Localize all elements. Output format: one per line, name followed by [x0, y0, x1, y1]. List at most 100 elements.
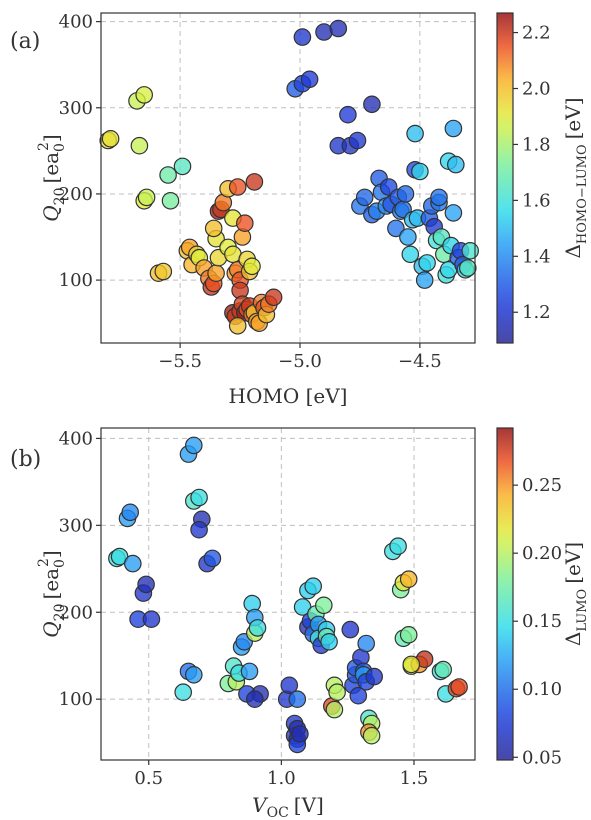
panel-b-data-point [304, 577, 322, 595]
panel-b-data-point [185, 436, 203, 455]
panel-a-data-point [444, 204, 463, 222]
panel-a-colorbar-tick-label: 2.0 [522, 79, 551, 100]
panel-a-data-point [243, 257, 261, 276]
panel-b-cb-title-sub: LUMO [575, 589, 590, 632]
panel-b-ylabel-unit-sub: 0 [52, 559, 68, 568]
panel-b-data-point [288, 690, 307, 708]
panel-a-colorbar-ticks: 1.2 1.4 1.6 1.8 2.0 2.2 [513, 23, 551, 323]
panel-b-ylabel: Q20 [ea02] [36, 550, 68, 637]
panel-b-xtick-label: 1.5 [400, 768, 429, 789]
panel-b-data-point [280, 676, 299, 695]
panel-b-points [108, 436, 468, 754]
panel-a-cb-title-sub: HOMO−LUMO [575, 144, 590, 244]
panel-b-ylabel-unit: [ea [39, 568, 63, 600]
panel-a-data-point [348, 131, 367, 150]
panel-b-data-point [328, 683, 346, 701]
panel-a-xtick-label: −4.5 [398, 351, 442, 372]
panel-a-data-point [161, 192, 180, 210]
panel-b-data-point [320, 632, 338, 651]
panel-a-data-point [406, 124, 424, 143]
panel-a-data-point [154, 262, 173, 281]
panel-a-ylabel-sub: 20 [52, 187, 68, 205]
panel-a-data-point [329, 19, 348, 38]
panel-b-data-point [190, 488, 208, 507]
panel-b-ytick-label: 200 [59, 602, 93, 623]
panel-a-ylabel-close: ] [39, 134, 63, 142]
panel-a-data-point [101, 130, 120, 148]
panel-b-colorbar-tick-label: 0.25 [522, 475, 562, 496]
panel-a-data-point [399, 228, 417, 246]
panel-b-ylabel-sub: 20 [52, 603, 68, 621]
panel-b-colorbar-tick-label: 0.05 [522, 747, 562, 768]
panel-b-cb-title-unit: [eV] [561, 542, 585, 584]
panel-b-data-point [185, 665, 203, 684]
panel-b-data-point [357, 634, 375, 653]
panel-a-xtick-label: −5.5 [158, 351, 202, 372]
panel-a-ylabel-unit-sub: 0 [52, 143, 68, 152]
panel-a-data-point [207, 264, 225, 282]
panel-a-data-point [444, 119, 463, 138]
panel-a-colorbar [496, 12, 514, 344]
panel-a-ylabel-unit-sup: 2 [36, 142, 52, 151]
panel-a-data-point [135, 86, 153, 104]
panel-a-data-point [293, 28, 312, 46]
panel-a-data-point [458, 259, 477, 277]
panel-b-colorbar [496, 427, 514, 761]
panel-b-data-point [402, 655, 421, 674]
panel-a-data-point [387, 219, 405, 238]
panel-a-data-point [401, 245, 420, 264]
panel-a-colorbar-tick-label: 2.2 [522, 23, 551, 44]
panel-b-xlabel-sub: OC [267, 805, 289, 820]
panel-a-data-point [355, 188, 374, 207]
panel-a-data-point [228, 316, 247, 335]
panel-b-ytick-label: 100 [59, 689, 93, 710]
panel-b-ylabel-main: Q [39, 621, 63, 637]
panel-a-colorbar-tick-label: 1.8 [522, 134, 551, 155]
panel-a-label: (a) [10, 29, 40, 54]
panel-b-data-point [137, 575, 155, 594]
panel-b-data-point [248, 619, 267, 637]
panel-b-ytick-label: 300 [59, 515, 93, 536]
panel-a-ylabel-main: Q [39, 205, 63, 221]
panel-b-colorbar-tick-label: 0.15 [522, 611, 562, 632]
panel-a-ylabel-unit: [ea [39, 152, 63, 184]
panel-b-data-point [240, 662, 259, 681]
panel-b-data-point [174, 683, 192, 701]
panel-b-data-point [121, 503, 139, 522]
panel-a-data-point [315, 23, 333, 41]
panel-a-data-point [363, 95, 381, 114]
panel-a-data-point [339, 105, 357, 124]
panel-b-xlabel-unit: [V] [294, 793, 324, 817]
panel-a-colorbar-title: ΔHOMO−LUMO [eV] [561, 97, 590, 258]
panel-a-data-point [228, 178, 247, 196]
panel-b-data-point [365, 667, 383, 686]
panel-b-cb-title-main: Δ [561, 632, 585, 646]
panel-b-data-point [399, 625, 418, 644]
panel-a-colorbar-tick-label: 1.4 [522, 246, 551, 267]
panel-b-colorbar-ticks: 0.05 0.10 0.15 0.20 0.25 [513, 475, 562, 768]
panel-a-frame [100, 12, 476, 344]
panel-a-data-point [300, 70, 319, 89]
panel-a-data-point [245, 173, 264, 191]
panel-a-xtick-label: −5.0 [278, 351, 322, 372]
panel-b-data-point [434, 660, 452, 679]
panel-a-ylabel: Q20 [ea02] [36, 134, 68, 221]
panel-a-colorbar-tick-label: 1.6 [522, 190, 551, 211]
panel-a-cb-title-main: Δ [561, 244, 585, 258]
panel-a-data-point [415, 271, 434, 289]
panel-b-grid [101, 428, 475, 760]
panel-b-data-point [349, 686, 368, 705]
panel-a-data-point [130, 136, 149, 155]
panel-b-data-point [142, 610, 161, 628]
panel-b-ticks: 0.5 1.0 1.5 100 200 300 400 [59, 428, 429, 789]
panel-b-data-point [291, 725, 309, 743]
panel-b-xlabel: VOC [V] [252, 793, 324, 820]
panel-b-xtick-label: 0.5 [134, 768, 163, 789]
panel-a-data-point [418, 254, 436, 272]
panel-b-data-point [450, 678, 468, 696]
panel-b-data-point [190, 520, 208, 539]
panel-a-ytick-label: 400 [59, 12, 93, 33]
panel-b-ylabel-close: ] [39, 550, 63, 558]
panel-a-data-point [264, 288, 283, 307]
